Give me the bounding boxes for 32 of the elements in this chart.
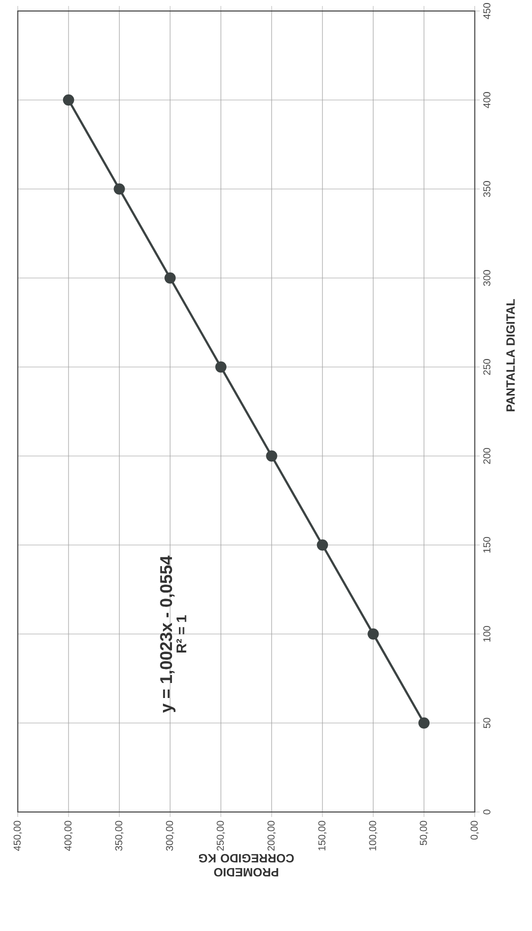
y-tick-label: 0 xyxy=(483,810,490,814)
y-tick-label: 400 xyxy=(483,92,490,108)
x-tick-label: 0,00 xyxy=(470,820,480,840)
point xyxy=(266,450,278,462)
y-tick-label: 50 xyxy=(483,718,490,728)
y-tick-label: 250 xyxy=(483,359,490,375)
y-axis-title: PANTALLA DIGITAL xyxy=(506,299,515,412)
point xyxy=(368,628,379,640)
point xyxy=(114,183,126,195)
y-tick-label: 450 xyxy=(483,3,490,20)
y-tick-label: 350 xyxy=(483,181,490,197)
annotation: y = 1,0023x - 0,0554 xyxy=(160,556,176,713)
x-tick-label: 150,00 xyxy=(318,820,327,850)
y-tick-label: 200 xyxy=(483,448,490,464)
x-tick-label: 350,00 xyxy=(115,820,124,851)
x-tick-label: 400,00 xyxy=(64,820,73,851)
x-tick-label: 300,00 xyxy=(166,820,174,851)
x-axis-title: PROMEDIO CORREGIDO KG xyxy=(199,854,294,876)
y-tick-label: 300 xyxy=(483,270,490,286)
x-tick-label: 450,00 xyxy=(14,820,22,851)
x-tick-label: 100,00 xyxy=(369,820,378,850)
point xyxy=(63,94,74,106)
point xyxy=(215,361,227,373)
x-tick-label: 200,00 xyxy=(268,820,276,851)
x-tick-label: 50,00 xyxy=(420,820,428,846)
annotation: R² = 1 xyxy=(176,615,186,652)
point xyxy=(316,539,328,551)
point xyxy=(164,272,176,284)
point xyxy=(418,717,430,729)
y-tick-label: 100 xyxy=(483,626,490,642)
y-tick-label: 150 xyxy=(483,537,490,553)
x-tick-label: 250,00 xyxy=(216,820,226,851)
